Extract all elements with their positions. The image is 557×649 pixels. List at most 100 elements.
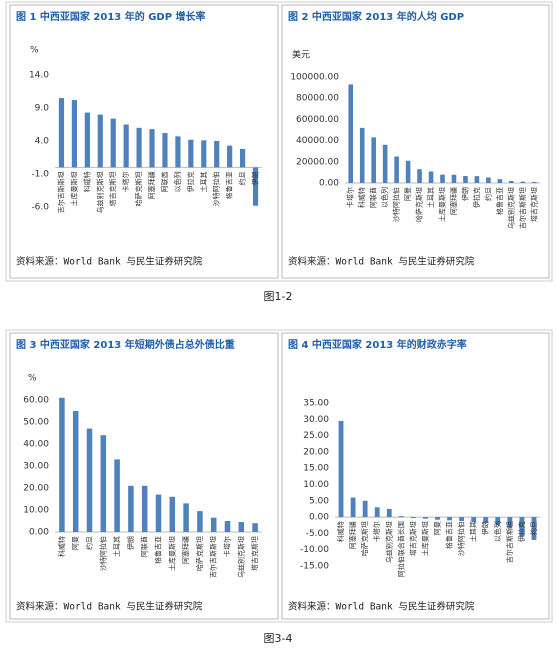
y-tick-label: -1.0 bbox=[31, 170, 49, 180]
bar bbox=[447, 517, 452, 521]
x-tick-label: 伊拉克 bbox=[517, 521, 526, 542]
bar bbox=[141, 485, 148, 532]
bar bbox=[58, 98, 65, 168]
bar bbox=[227, 145, 233, 168]
x-tick-label: 哈萨克斯坦 bbox=[415, 187, 424, 222]
y-axis-label: 美元 bbox=[292, 49, 310, 61]
bar bbox=[440, 174, 445, 183]
source-note: 资料来源：World Bank 与民生证券研究院 bbox=[288, 256, 475, 268]
x-tick-label: 土耳其 bbox=[199, 171, 208, 192]
y-tick-label: -6.0 bbox=[31, 203, 49, 213]
bar bbox=[471, 517, 477, 522]
bar bbox=[428, 171, 434, 183]
x-tick-label: 沙特阿拉伯 bbox=[457, 521, 466, 556]
source-note: 资料来源：World Bank 与民生证券研究院 bbox=[16, 601, 203, 613]
chart-title: 图 4 中西亚国家 2013 年的财政赤字率 bbox=[288, 338, 467, 351]
x-tick-label: 塔吉克斯坦 bbox=[529, 187, 538, 222]
bar bbox=[252, 167, 259, 206]
chart-frame bbox=[9, 4, 279, 279]
bar bbox=[72, 411, 79, 532]
y-tick-label: -5.00 bbox=[306, 529, 330, 539]
bar bbox=[371, 137, 376, 183]
bar bbox=[394, 156, 399, 183]
bar bbox=[100, 435, 107, 532]
bar bbox=[59, 397, 65, 532]
bar bbox=[110, 118, 116, 168]
x-tick-label: 哈萨克斯坦 bbox=[360, 521, 369, 556]
x-tick-label: 格鲁吉亚 bbox=[495, 187, 504, 215]
y-tick-label: 35.00 bbox=[303, 399, 329, 409]
x-tick-label: 土库曼斯坦 bbox=[167, 536, 176, 571]
x-tick-label: 土库曼斯坦 bbox=[69, 171, 78, 206]
y-tick-label: 50.00 bbox=[23, 418, 49, 428]
bar bbox=[483, 517, 489, 523]
bar bbox=[240, 148, 246, 168]
x-tick-label: 格鲁吉亚 bbox=[445, 521, 454, 549]
bar bbox=[519, 517, 525, 537]
x-tick-label: 沙特阿拉伯 bbox=[98, 536, 107, 571]
x-tick-label: 卡塔尔 bbox=[346, 187, 355, 208]
x-tick-label: 吉尔吉斯斯坦 bbox=[56, 171, 65, 213]
bar bbox=[359, 127, 365, 183]
y-tick-label: 10.00 bbox=[303, 480, 329, 490]
x-tick-label: 乌兹别克斯坦 bbox=[95, 171, 104, 213]
x-tick-label: 约旦 bbox=[529, 521, 538, 535]
x-tick-label: 约旦 bbox=[85, 536, 94, 550]
bar bbox=[474, 176, 480, 183]
x-tick-label: 土库曼斯坦 bbox=[438, 187, 447, 222]
y-tick-label: 20.00 bbox=[303, 447, 329, 457]
bar bbox=[374, 507, 380, 518]
x-tick-label: 卡塔尔 bbox=[223, 536, 232, 557]
y-tick-label: 80000.00 bbox=[296, 94, 339, 104]
panel bbox=[5, 329, 553, 623]
x-tick-label: 塔吉克斯坦 bbox=[250, 536, 259, 571]
y-tick-label: 10.00 bbox=[23, 506, 49, 516]
y-tick-label: 60.00 bbox=[23, 396, 49, 406]
bar bbox=[398, 516, 404, 518]
chart-title: 图 3 中西亚国家 2013 年短期外债占总外债比重 bbox=[16, 338, 235, 351]
x-tick-label: 伊朗 bbox=[460, 187, 469, 201]
bar bbox=[350, 497, 356, 518]
caption: 图3-4 bbox=[264, 632, 293, 645]
y-tick-label: 100000.00 bbox=[290, 73, 339, 83]
x-tick-label: 科威特 bbox=[336, 521, 345, 542]
bar bbox=[417, 169, 422, 183]
y-tick-label: 20000.00 bbox=[296, 157, 339, 167]
bar bbox=[486, 177, 491, 183]
bar bbox=[495, 517, 501, 526]
bar bbox=[459, 517, 465, 522]
bar bbox=[97, 114, 103, 168]
y-tick-label: 0.00 bbox=[29, 528, 49, 538]
x-tick-label: 伊朗 bbox=[126, 536, 135, 550]
x-tick-label: 格鲁吉亚 bbox=[154, 536, 163, 564]
x-tick-label: 阿塞拜疆 bbox=[449, 187, 458, 215]
bar bbox=[114, 459, 120, 532]
bar bbox=[224, 521, 231, 532]
x-tick-label: 阿塞拜疆 bbox=[181, 536, 190, 564]
x-tick-label: 阿曼 bbox=[71, 536, 80, 550]
y-tick-label: 4.0 bbox=[35, 137, 50, 147]
bar bbox=[136, 127, 142, 168]
bar bbox=[128, 485, 134, 532]
bar bbox=[201, 140, 207, 168]
source-note: 资料来源：World Bank 与民生证券研究院 bbox=[16, 256, 203, 268]
x-tick-label: 沙特阿拉伯 bbox=[392, 187, 401, 222]
x-tick-label: 土耳其 bbox=[112, 536, 121, 557]
x-tick-label: 阿塞拜疆 bbox=[147, 171, 156, 199]
bar bbox=[214, 141, 220, 168]
y-tick-label: 0.00 bbox=[319, 179, 339, 189]
x-tick-label: 沙特阿拉伯 bbox=[212, 171, 221, 206]
x-tick-label: 乌兹别克斯坦 bbox=[236, 536, 245, 578]
bar bbox=[155, 494, 162, 532]
y-tick-label: 30.00 bbox=[23, 462, 49, 472]
x-tick-label: 以色列 bbox=[380, 187, 389, 208]
chart-title: 图 2 中西亚国家 2013 年的人均 GDP bbox=[288, 10, 464, 23]
bar bbox=[338, 420, 344, 518]
x-tick-label: 以色列 bbox=[173, 171, 182, 192]
y-tick-label: -15.00 bbox=[300, 562, 329, 572]
bar bbox=[497, 179, 503, 183]
bar bbox=[405, 160, 411, 183]
chart-frame bbox=[281, 4, 550, 279]
x-tick-label: 科威特 bbox=[82, 171, 91, 192]
bar bbox=[84, 112, 90, 168]
